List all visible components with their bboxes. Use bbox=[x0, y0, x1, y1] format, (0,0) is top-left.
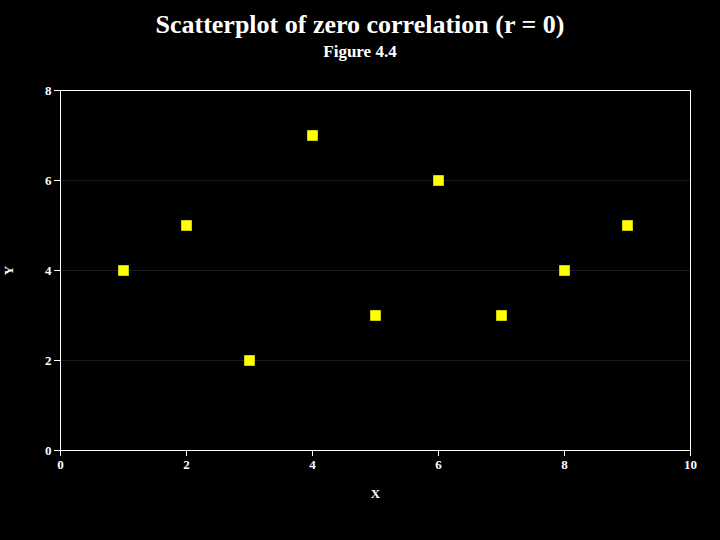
svg-text:X: X bbox=[371, 486, 381, 501]
svg-text:Y: Y bbox=[1, 265, 16, 275]
svg-text:0: 0 bbox=[57, 457, 64, 472]
svg-text:6: 6 bbox=[435, 457, 442, 472]
svg-text:6: 6 bbox=[45, 173, 52, 188]
html-text:Figure 4.4: Figure 4.4 bbox=[323, 42, 397, 61]
svg-text:2: 2 bbox=[45, 353, 52, 368]
svg-text:4: 4 bbox=[309, 457, 316, 472]
svg-text:8: 8 bbox=[561, 457, 568, 472]
svg-text:2: 2 bbox=[183, 457, 190, 472]
svg-text:10: 10 bbox=[684, 457, 697, 472]
svg-text:4: 4 bbox=[45, 263, 52, 278]
html-text:Scatterplot of zero correlatio: Scatterplot of zero correlation (r = 0) bbox=[155, 10, 565, 39]
svg-text:0: 0 bbox=[45, 443, 52, 458]
svg-text:8: 8 bbox=[45, 83, 52, 98]
